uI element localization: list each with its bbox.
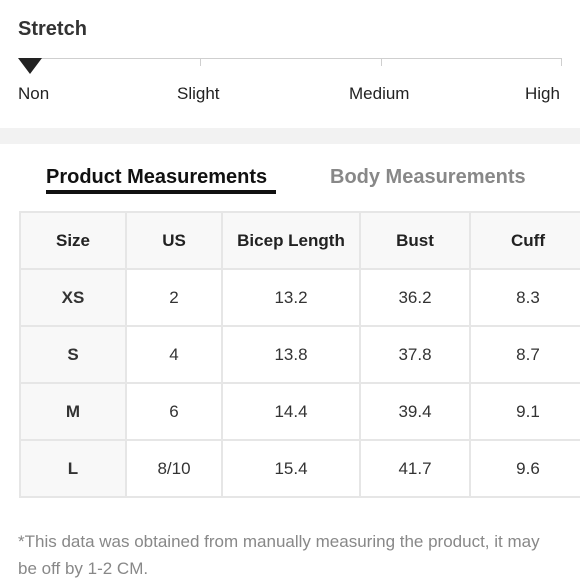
stretch-label-high: High	[525, 84, 560, 103]
size-cell: M	[19, 382, 127, 441]
tab-product-measurements[interactable]: Product Measurements	[46, 166, 268, 188]
size-cell: XS	[19, 268, 127, 327]
header-bicep-length: Bicep Length	[221, 211, 361, 270]
us-cell: 6	[125, 382, 223, 441]
table-row: L 8/10 15.4 41.7 9.6	[19, 439, 580, 498]
stretch-tick-slight	[200, 58, 201, 66]
stretch-label-slight: Slight	[177, 84, 220, 103]
tab-body-measurements[interactable]: Body Measurements	[330, 166, 526, 188]
bicep-length-cell: 13.2	[221, 268, 361, 327]
cuff-cell: 9.1	[469, 382, 580, 441]
stretch-tick-medium	[381, 58, 382, 66]
table-row: S 4 13.8 37.8 8.7	[19, 325, 580, 384]
header-cuff: Cuff	[469, 211, 580, 270]
size-cell: S	[19, 325, 127, 384]
stretch-label-medium: Medium	[349, 84, 410, 103]
table-header-row: Size US Bicep Length Bust Cuff	[19, 211, 580, 270]
cuff-cell: 8.7	[469, 325, 580, 384]
bust-cell: 39.4	[359, 382, 471, 441]
bust-cell: 41.7	[359, 439, 471, 498]
header-us: US	[125, 211, 223, 270]
us-cell: 2	[125, 268, 223, 327]
us-cell: 4	[125, 325, 223, 384]
table-row: M 6 14.4 39.4 9.1	[19, 382, 580, 441]
bust-cell: 36.2	[359, 268, 471, 327]
stretch-label-non: Non	[18, 84, 50, 103]
measurement-disclaimer: *This data was obtained from manually me…	[18, 532, 540, 578]
cuff-cell: 9.6	[469, 439, 580, 498]
stretch-tick-high	[561, 58, 562, 66]
stretch-scale-line	[22, 58, 562, 59]
table-row: XS 2 13.2 36.2 8.3	[19, 268, 580, 327]
header-bust: Bust	[359, 211, 471, 270]
section-divider	[0, 128, 580, 144]
bicep-length-cell: 14.4	[221, 382, 361, 441]
header-size: Size	[19, 211, 127, 270]
stretch-title: Stretch	[18, 18, 87, 40]
bicep-length-cell: 13.8	[221, 325, 361, 384]
stretch-marker-icon	[18, 58, 42, 74]
bust-cell: 37.8	[359, 325, 471, 384]
size-chart-table: Size US Bicep Length Bust Cuff XS 2 13.2…	[19, 211, 580, 498]
tab-active-underline	[46, 190, 276, 194]
cuff-cell: 8.3	[469, 268, 580, 327]
bicep-length-cell: 15.4	[221, 439, 361, 498]
us-cell: 8/10	[125, 439, 223, 498]
size-cell: L	[19, 439, 127, 498]
